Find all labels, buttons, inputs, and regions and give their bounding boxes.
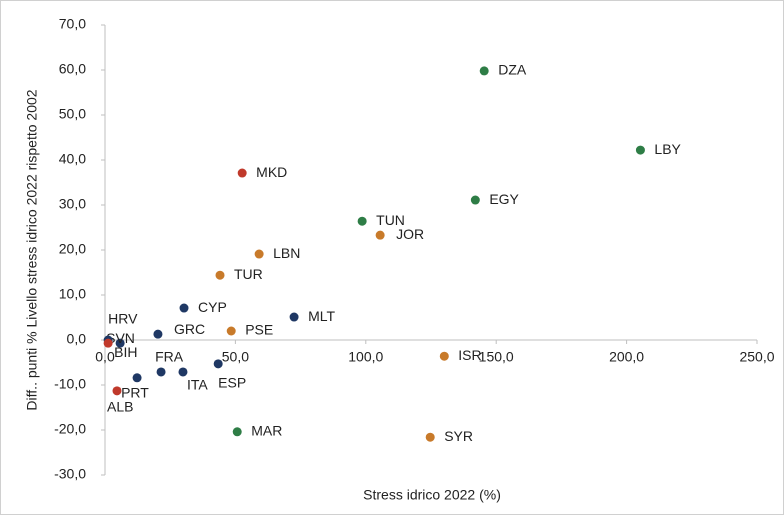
y-tick-label: 70,0 — [59, 16, 86, 32]
point-label: ALB — [107, 399, 133, 415]
point-label: LBY — [654, 141, 681, 157]
y-tick-label: 20,0 — [59, 241, 86, 257]
point-label: ISR — [458, 347, 481, 363]
point-label: MKD — [256, 164, 287, 180]
x-tick-label: 0,0 — [95, 349, 115, 365]
point-label: HRV — [108, 311, 138, 327]
x-tick-label: 250,0 — [739, 349, 774, 365]
point — [178, 367, 188, 377]
point — [425, 432, 435, 442]
point — [153, 329, 163, 339]
point — [635, 145, 645, 155]
point — [103, 338, 113, 348]
point — [132, 373, 142, 383]
point-label: ITA — [187, 377, 208, 393]
point — [115, 338, 125, 348]
point — [215, 270, 225, 280]
y-tick-label: 60,0 — [59, 61, 86, 77]
point-label: LBN — [273, 245, 300, 261]
point — [357, 216, 367, 226]
point — [479, 66, 489, 76]
y-axis-label: Diff.. punti % Livello stress idrico 202… — [24, 89, 40, 410]
y-tick-label: 30,0 — [59, 196, 86, 212]
point — [439, 351, 449, 361]
point — [470, 195, 480, 205]
point — [375, 230, 385, 240]
point-label: TUN — [376, 212, 405, 228]
y-tick-label: 10,0 — [59, 286, 86, 302]
point-label: CYP — [198, 299, 227, 315]
point-label: TUR — [234, 266, 263, 282]
point-label: DZA — [498, 62, 527, 78]
point — [254, 249, 264, 259]
point — [213, 359, 223, 369]
point — [226, 326, 236, 336]
point — [237, 168, 247, 178]
point — [112, 386, 122, 396]
point-label: FRA — [155, 349, 184, 365]
point-label: EGY — [489, 191, 519, 207]
y-tick-label: 40,0 — [59, 151, 86, 167]
y-tick-label: 0,0 — [67, 331, 87, 347]
x-tick-label: 200,0 — [609, 349, 644, 365]
x-axis-label: Stress idrico 2022 (%) — [363, 487, 501, 503]
point — [232, 427, 242, 437]
x-tick-label: 150,0 — [479, 349, 514, 365]
point-label: GRC — [174, 321, 205, 337]
point-label: SVN — [106, 330, 135, 346]
point-label: BIH — [114, 344, 137, 360]
x-tick-label: 100,0 — [348, 349, 383, 365]
y-tick-label: -20,0 — [54, 421, 86, 437]
point-label: PRT — [121, 385, 149, 401]
y-tick-label: -10,0 — [54, 376, 86, 392]
point-label: ESP — [218, 375, 246, 391]
y-tick-label: -30,0 — [54, 466, 86, 482]
point — [156, 367, 166, 377]
y-tick-label: 50,0 — [59, 106, 86, 122]
point-label: PSE — [245, 322, 273, 338]
point-label: MAR — [251, 423, 282, 439]
point — [289, 312, 299, 322]
point-label: SYR — [444, 428, 473, 444]
point-label: JOR — [396, 226, 424, 242]
point — [179, 303, 189, 313]
x-tick-label: 50,0 — [222, 349, 249, 365]
point-label: MLT — [308, 308, 335, 324]
